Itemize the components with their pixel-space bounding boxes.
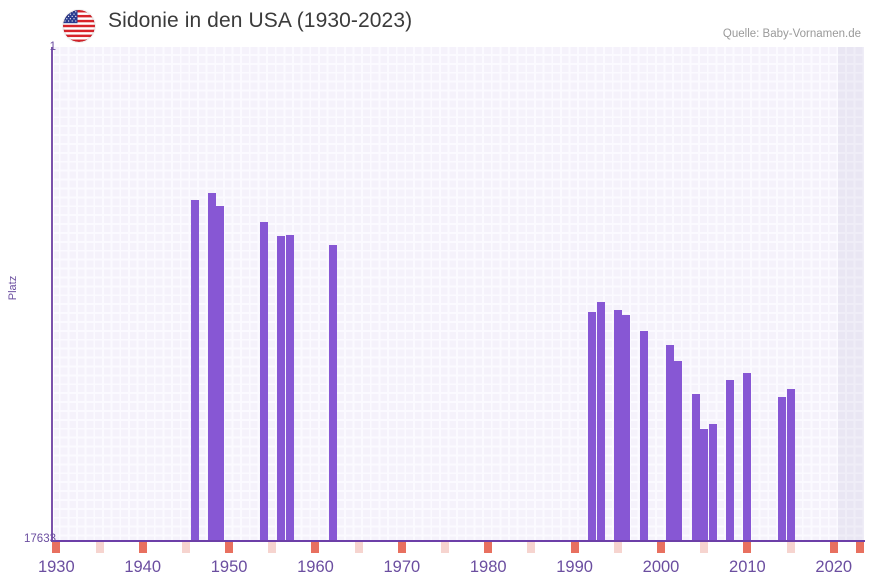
- grid-lines: [52, 47, 864, 541]
- x-tick-minor: [441, 542, 450, 553]
- bar[interactable]: [674, 361, 683, 541]
- x-tick-label: 2000: [642, 558, 680, 576]
- x-tick-major: [138, 542, 147, 553]
- source-label: Quelle: Baby-Vornamen.de: [722, 28, 861, 40]
- bar[interactable]: [743, 373, 752, 541]
- y-axis-top-tick-label: 1: [49, 41, 56, 53]
- y-axis-title: Platz: [7, 275, 19, 301]
- x-tick-major: [311, 542, 320, 553]
- bar[interactable]: [708, 423, 717, 541]
- bar[interactable]: [786, 388, 795, 541]
- x-tick-minor: [700, 542, 709, 553]
- bar[interactable]: [622, 315, 631, 541]
- bar[interactable]: [285, 235, 294, 541]
- bar[interactable]: [777, 396, 786, 541]
- x-tick-major: [743, 542, 752, 553]
- x-tick-minor: [354, 542, 363, 553]
- x-tick-label: 1950: [210, 558, 248, 576]
- x-tick-major: [657, 542, 665, 553]
- x-tick-label: 1940: [124, 558, 162, 576]
- x-tick-minor: [95, 542, 104, 553]
- bar[interactable]: [207, 192, 216, 541]
- bar[interactable]: [691, 394, 700, 541]
- bar[interactable]: [700, 429, 709, 541]
- x-axis-line: [51, 540, 865, 542]
- x-tick-label: 1990: [556, 558, 593, 576]
- x-tick-major: [52, 542, 61, 553]
- x-tick-minor: [527, 542, 536, 553]
- bar[interactable]: [216, 205, 225, 541]
- x-tick-major: [856, 542, 864, 553]
- bar[interactable]: [587, 311, 596, 541]
- bar[interactable]: [259, 222, 268, 541]
- x-tick-minor: [181, 542, 190, 553]
- x-tick-label: 1980: [469, 558, 507, 576]
- x-tick-label: 1930: [37, 558, 75, 576]
- y-axis-line: [51, 47, 53, 541]
- bar[interactable]: [613, 310, 622, 541]
- x-tick-label: 1960: [297, 558, 334, 576]
- bar[interactable]: [276, 236, 285, 541]
- x-tick-minor: [268, 542, 277, 553]
- x-axis-tick-strip: [52, 542, 864, 553]
- no-data-shaded-region: [838, 47, 864, 541]
- y-axis-bottom-tick-label: 17633: [24, 533, 56, 545]
- us-flag-icon: [63, 10, 95, 42]
- x-tick-label: 2020: [815, 558, 853, 576]
- x-axis-tick-labels: 1930 1940 1950 1960 1970 1980 1990 2000 2010 2020: [38, 558, 864, 584]
- bar[interactable]: [665, 344, 674, 541]
- x-tick-label: 2010: [729, 558, 766, 576]
- x-tick-major: [225, 542, 234, 553]
- x-tick-major: [484, 542, 493, 553]
- bar[interactable]: [596, 302, 605, 541]
- x-tick-major: [570, 542, 579, 553]
- plot-area: [52, 47, 864, 541]
- chart-header: Sidonie in den USA (1930-2023) Quelle: B…: [0, 0, 873, 47]
- chart-title: Sidonie in den USA (1930-2023): [108, 9, 413, 32]
- bar[interactable]: [726, 379, 735, 541]
- x-tick-minor: [786, 542, 795, 553]
- x-tick-major: [829, 542, 838, 553]
- bar[interactable]: [639, 331, 648, 541]
- x-tick-minor: [613, 542, 622, 553]
- x-tick-major: [397, 542, 406, 553]
- bar[interactable]: [190, 199, 199, 541]
- bar[interactable]: [328, 245, 337, 541]
- x-tick-label: 1970: [383, 558, 421, 576]
